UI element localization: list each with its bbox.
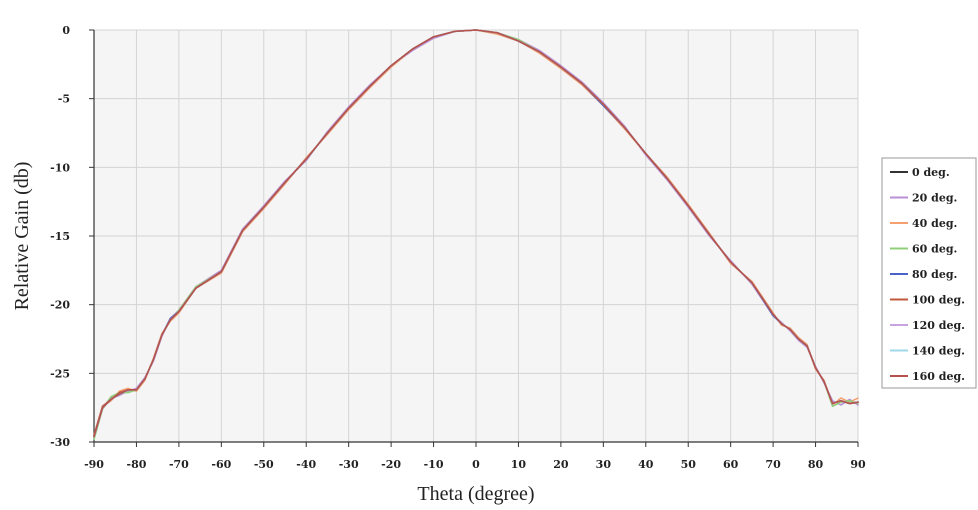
- legend-label: 120 deg.: [912, 319, 965, 332]
- legend-label: 140 deg.: [912, 345, 965, 358]
- x-tick-label: 30: [596, 458, 612, 471]
- legend-label: 0 deg.: [912, 166, 950, 179]
- y-tick-label: -10: [50, 161, 70, 174]
- y-tick-labels: 0 -5 -10 -15 -20 -25 -30: [50, 24, 94, 449]
- y-tick-label: -30: [50, 436, 70, 449]
- legend-label: 60 deg.: [912, 243, 957, 256]
- x-tick-labels: -90 -80 -70 -60 -50 -40 -30 -20 -10 0 10 20 30 40 50 60…: [84, 442, 866, 471]
- x-tick-label: 80: [808, 458, 824, 471]
- x-tick-label: 20: [553, 458, 569, 471]
- y-tick-label: -15: [50, 230, 70, 243]
- x-tick-label: -70: [169, 458, 189, 471]
- x-tick-label: -90: [84, 458, 104, 471]
- y-axis-title: Relative Gain (db): [11, 162, 33, 311]
- legend-label: 100 deg.: [912, 294, 965, 307]
- legend: 0 deg. 20 deg. 40 deg. 60 deg. 80 deg. 100 de…: [881, 157, 977, 389]
- x-tick-label: 60: [723, 458, 739, 471]
- x-tick-label: -80: [127, 458, 147, 471]
- x-tick-label: 70: [765, 458, 781, 471]
- y-tick-label: -5: [58, 93, 70, 106]
- x-tick-label: -60: [211, 458, 231, 471]
- x-tick-label: -10: [424, 458, 444, 471]
- x-tick-label: 10: [511, 458, 527, 471]
- x-tick-label: -40: [296, 458, 316, 471]
- legend-label: 160 deg.: [912, 370, 965, 383]
- x-tick-label: 0: [472, 458, 480, 471]
- y-tick-label: -25: [50, 367, 70, 380]
- y-tick-label: -20: [50, 299, 70, 312]
- series-lines: [93, 29, 859, 441]
- x-tick-label: 40: [638, 458, 654, 471]
- legend-label: 20 deg.: [912, 192, 957, 205]
- x-axis-title: Theta (degree): [417, 483, 534, 505]
- x-tick-label: -50: [254, 458, 274, 471]
- x-tick-label: -20: [381, 458, 401, 471]
- x-tick-label: 90: [850, 458, 866, 471]
- x-tick-label: -30: [339, 458, 359, 471]
- legend-label: 40 deg.: [912, 217, 957, 230]
- y-tick-label: 0: [62, 24, 70, 37]
- series-line-8: [93, 29, 859, 438]
- x-tick-label: 50: [681, 458, 697, 471]
- legend-label: 80 deg.: [912, 268, 957, 281]
